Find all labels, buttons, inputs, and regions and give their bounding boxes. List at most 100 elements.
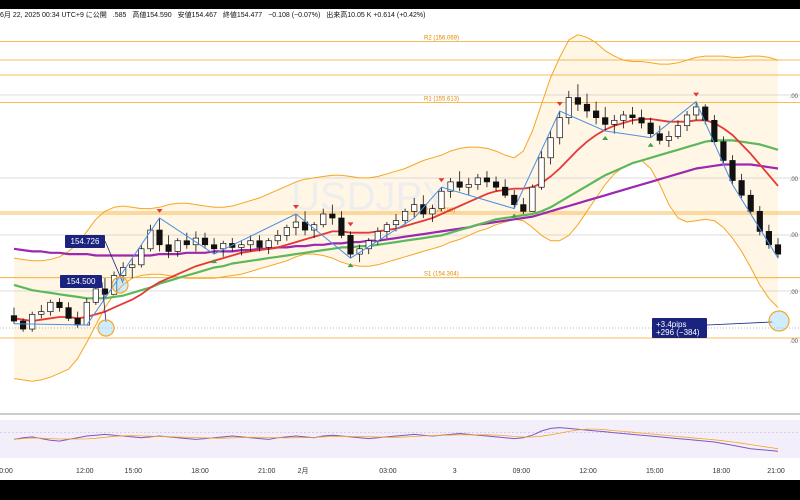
- bb-upper-line: [13, 34, 779, 262]
- top-black-bar: [0, 0, 800, 9]
- right-edge-label: .00: [790, 177, 799, 183]
- candle-body: [520, 204, 527, 212]
- candle-body: [656, 133, 663, 141]
- candle-body: [247, 240, 254, 246]
- buy-marker: [511, 213, 518, 218]
- candle-body: [502, 186, 509, 196]
- candle-body: [138, 248, 145, 266]
- candle-body: [338, 217, 345, 236]
- callout-154726: 154.726: [65, 235, 129, 294]
- pivot-label-p: P (154.780): [424, 208, 455, 214]
- callout-pips-text-1: +296 (−384): [656, 328, 700, 337]
- annotations: 154.726 154.500 +3.4pips+296 (−384): [60, 235, 790, 338]
- candle-body: [156, 229, 163, 246]
- candle-body: [429, 208, 436, 215]
- candle-body: [56, 301, 63, 308]
- candle-body: [356, 248, 363, 255]
- oscillator-pane: [0, 420, 800, 458]
- x-tick-label: 12:00: [579, 468, 597, 475]
- callout-154500-circle: [97, 319, 115, 337]
- info-close: 終値154.477: [222, 12, 263, 19]
- sell-marker: [438, 178, 445, 183]
- callout-154726-pointer: [104, 240, 124, 284]
- callout-154726-text: 154.726: [71, 237, 100, 246]
- candle-body: [274, 235, 281, 242]
- oscillator-line: [13, 427, 779, 452]
- candle-body: [92, 288, 99, 303]
- candle-body: [420, 204, 427, 215]
- sell-marker: [156, 209, 163, 213]
- candle-body: [538, 157, 545, 188]
- info-date: 6月 22, 2025 00:34 UTC+9 に公開: [0, 12, 107, 19]
- callout-pips-box: [652, 318, 707, 338]
- sell-marker: [693, 92, 700, 97]
- x-tick-label: 2月: [298, 467, 309, 475]
- callout-154500-pointer: [101, 281, 107, 323]
- candle-body: [483, 177, 491, 183]
- right-edge-label: .00: [790, 94, 799, 100]
- candle-body: [629, 114, 636, 119]
- candle-body: [220, 243, 227, 250]
- candle-body: [201, 237, 209, 246]
- candle-body: [47, 301, 54, 313]
- info-open: .585: [112, 12, 127, 19]
- candle-body: [38, 311, 45, 315]
- candle-body: [192, 237, 199, 246]
- x-tick-label: 12:00: [76, 468, 94, 475]
- callout-154500-text: 154.500: [67, 277, 96, 286]
- x-tick-label: 18:00: [191, 468, 209, 475]
- candle-body: [402, 210, 409, 222]
- candle-body: [411, 204, 418, 212]
- candle-body: [529, 186, 536, 212]
- candle-body: [638, 117, 645, 124]
- candle-body: [292, 221, 300, 228]
- candle-body: [747, 194, 754, 212]
- candle-body: [129, 264, 136, 268]
- candle-body: [574, 97, 581, 105]
- right-edge-label: .00: [790, 290, 799, 296]
- info-low: 安値154.467: [177, 12, 217, 19]
- candle-body: [383, 224, 390, 232]
- x-tick-label: 03:00: [379, 468, 397, 475]
- candle-body: [593, 110, 600, 119]
- signal-markers: [156, 92, 700, 268]
- zigzag-lines: [13, 100, 779, 326]
- pivot-label-s1: S1 (154.304): [424, 272, 459, 278]
- candle-body: [165, 244, 172, 252]
- bottom-black-bar: [0, 480, 800, 500]
- time-axis: 0:00 12:00 15:00 18:00 21:00 2月 03:00 3 09:00 12:…: [0, 467, 785, 475]
- buy-marker: [211, 259, 218, 264]
- callout-pips-circle: [768, 310, 790, 332]
- candle-body: [556, 117, 563, 139]
- candle-body: [720, 141, 727, 161]
- buy-marker: [347, 263, 354, 268]
- oscillator-bg: [0, 420, 800, 458]
- x-tick-label: 0:00: [0, 468, 13, 475]
- info-volume: 出来高10.05 K +0.614 (+0.42%): [326, 12, 426, 19]
- candle-body: [311, 224, 318, 231]
- candle-body: [729, 160, 736, 181]
- candle-body: [101, 288, 109, 295]
- candle-body: [674, 125, 682, 137]
- candle-body: [602, 117, 609, 125]
- bb-fill-area: [14, 34, 778, 382]
- candle-body: [756, 210, 763, 232]
- price-chart[interactable]: R2 (156.069) R1 (155.613) P (154.780) S1 (1…: [0, 0, 800, 480]
- candle-body: [738, 180, 745, 196]
- candle-body: [565, 97, 572, 119]
- candle-body: [211, 244, 218, 250]
- x-tick-label: 09:00: [513, 468, 531, 475]
- candle-body: [611, 119, 618, 125]
- pivot-label-r1: R1 (155.613): [424, 97, 459, 103]
- bb-lower-line: [13, 160, 779, 382]
- x-tick-label: 15:00: [125, 468, 143, 475]
- candle-body: [693, 106, 700, 116]
- buy-marker: [647, 142, 654, 147]
- x-tick-label: 15:00: [646, 468, 664, 475]
- candle-body: [392, 220, 400, 226]
- candle-body: [547, 137, 554, 159]
- candle-body: [147, 229, 154, 250]
- callout-pips-pointer: [706, 321, 773, 326]
- candle-body: [256, 240, 263, 248]
- candle-body: [492, 181, 500, 188]
